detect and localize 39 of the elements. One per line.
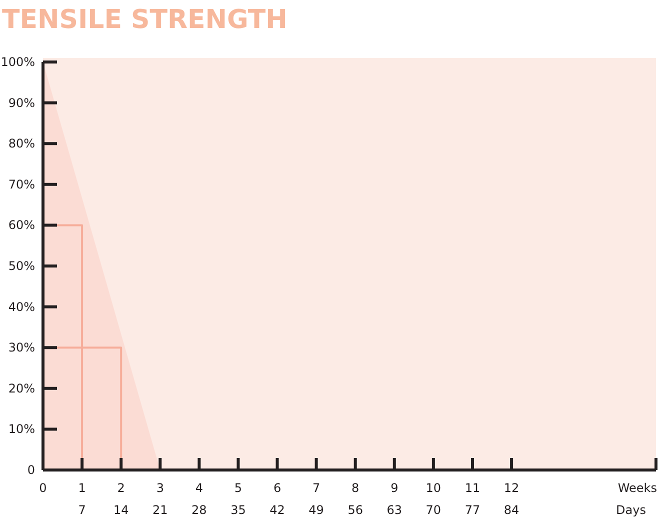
- x2-tick-label: 21: [152, 503, 168, 517]
- y-tick-label: 20%: [8, 381, 35, 396]
- x2-tick-label: 63: [386, 503, 402, 517]
- x2-tick-label: 42: [270, 503, 285, 517]
- chart-title: TENSILE STRENGTH: [2, 5, 288, 35]
- y-tick-label: 60%: [8, 218, 35, 232]
- x2-axis-title: Days: [616, 503, 646, 517]
- x2-tick-label: 56: [348, 503, 363, 517]
- y-tick-label: 70%: [8, 177, 35, 192]
- x-tick-label: 7: [312, 481, 320, 495]
- x-tick-label: 0: [39, 481, 47, 495]
- x-tick-label: 5: [234, 481, 242, 495]
- x-tick-label: 11: [464, 481, 480, 495]
- x2-tick-label: 28: [192, 503, 207, 517]
- x2-tick-label: 14: [113, 503, 129, 517]
- x-tick-label: 12: [504, 481, 520, 495]
- y-tick-label: 0: [27, 463, 35, 477]
- x-tick-label: 10: [426, 481, 442, 495]
- x-tick-label: 4: [195, 481, 203, 495]
- x2-tick-label: 49: [308, 503, 324, 517]
- y-tick-label: 50%: [8, 259, 35, 273]
- x-tick-label: 2: [117, 481, 125, 495]
- x-axis-title: Weeks: [618, 481, 657, 495]
- y-tick-label: 30%: [8, 340, 35, 355]
- x2-tick-label: 7: [78, 503, 86, 517]
- y-tick-label: 80%: [8, 136, 35, 151]
- x-tick-label: 1: [78, 481, 86, 495]
- y-tick-label: 40%: [8, 300, 35, 314]
- x-tick-label: 3: [156, 481, 164, 495]
- x-tick-label: 6: [273, 481, 282, 495]
- y-tick-label: 100%: [0, 55, 35, 69]
- y-tick-label: 10%: [8, 422, 35, 436]
- x2-tick-label: 70: [426, 503, 442, 517]
- x2-tick-label: 84: [504, 503, 520, 517]
- x-tick-label: 8: [352, 481, 360, 495]
- x2-tick-label: 77: [464, 503, 480, 517]
- x2-tick-label: 35: [230, 503, 246, 517]
- y-tick-label: 90%: [8, 96, 35, 110]
- x-tick-label: 9: [390, 481, 398, 495]
